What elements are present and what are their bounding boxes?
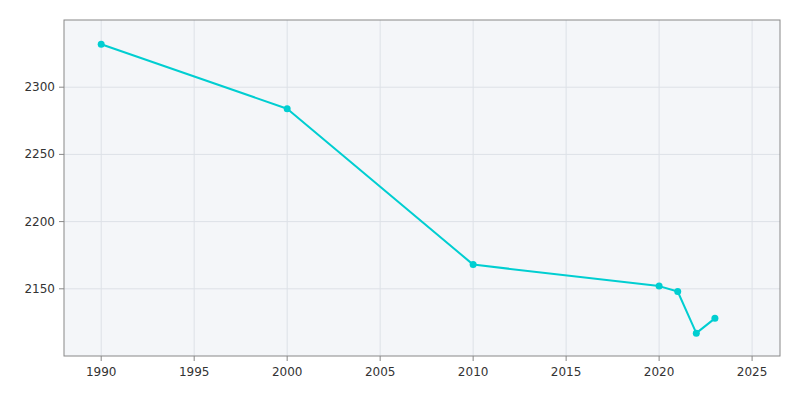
x-grid-line: [659, 20, 660, 356]
point: [284, 105, 291, 112]
y-tick: [59, 87, 64, 88]
series: [98, 41, 719, 337]
y-tick-label: 2250: [24, 147, 55, 161]
x-grid-line: [566, 20, 567, 356]
x-tick-label: 2005: [365, 365, 396, 379]
x-grid-line: [752, 20, 753, 356]
x-tick: [752, 356, 753, 361]
x-tick: [659, 356, 660, 361]
x-tick-label: 2020: [644, 365, 675, 379]
line: [101, 44, 715, 333]
tick-labels: 1990 1995 2000 2005 2010 2015 2020 2025 2150 2200…: [24, 80, 767, 379]
chart: 1990 1995 2000 2005 2010 2015 2020 2025 2150 2200…: [0, 0, 800, 400]
plot-area: [64, 20, 780, 356]
x-grid-line: [473, 20, 474, 356]
y-grid-line: [64, 87, 780, 88]
x-grid-line: [101, 20, 102, 356]
y-tick: [59, 221, 64, 222]
x-tick: [101, 356, 102, 361]
point: [656, 283, 663, 290]
x-tick-label: 2025: [737, 365, 768, 379]
x-tick: [194, 356, 195, 361]
x-tick-label: 1995: [179, 365, 210, 379]
x-grid-line: [287, 20, 288, 356]
point: [470, 261, 477, 268]
x-grid-line: [194, 20, 195, 356]
plot-frame: [64, 20, 780, 356]
x-tick-label: 2015: [551, 365, 582, 379]
x-tick-label: 2010: [458, 365, 489, 379]
point: [98, 41, 105, 48]
point: [674, 288, 681, 295]
x-tick: [380, 356, 381, 361]
y-tick: [59, 154, 64, 155]
x-tick: [473, 356, 474, 361]
chart-container: 1990 1995 2000 2005 2010 2015 2020 2025 2150 2200…: [0, 0, 800, 400]
x-tick-label: 1990: [86, 365, 117, 379]
y-tick: [59, 288, 64, 289]
x-tick: [566, 356, 567, 361]
y-tick-label: 2150: [24, 282, 55, 296]
point: [693, 330, 700, 337]
y-tick-label: 2300: [24, 80, 55, 94]
point: [711, 315, 718, 322]
x-tick: [287, 356, 288, 361]
y-grid-line: [64, 154, 780, 155]
grid: [64, 20, 780, 356]
y-tick-label: 2200: [24, 215, 55, 229]
x-tick-label: 2000: [272, 365, 303, 379]
